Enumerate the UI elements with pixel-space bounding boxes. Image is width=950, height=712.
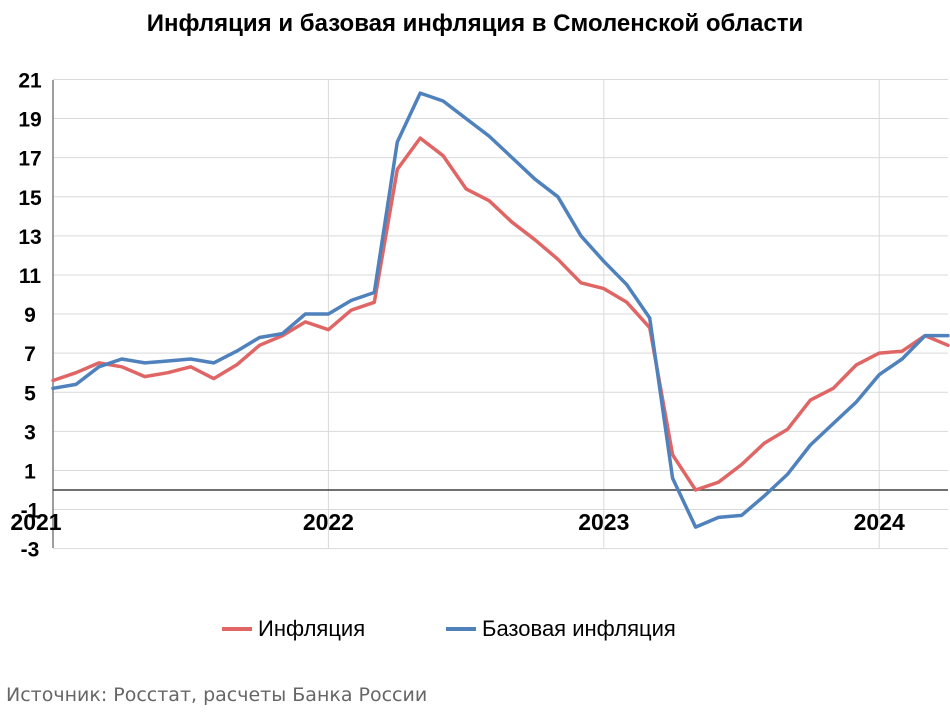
y-tick-label: 13 [18,226,41,249]
series-line-inflation [51,136,950,492]
axes [52,80,948,548]
legend-label-inflation: Инфляция [258,616,366,641]
legend-label-core-inflation: Базовая инфляция [482,616,676,641]
y-tick-label: 19 [18,109,41,132]
x-tick-label: 2023 [578,509,629,535]
y-axis-ticks: 21 19 17 15 13 11 9 7 5 3 1 -1 -3 [18,69,42,561]
legend-swatch-core-inflation [446,627,476,631]
y-tick-label: 15 [18,187,42,210]
legend: Инфляция Базовая инфляция [0,616,950,646]
x-tick-label: 2024 [854,509,905,535]
y-tick-label: 17 [18,148,41,171]
x-axis-ticks: 2021 2022 2023 2024 [10,509,905,535]
legend-swatch-inflation [222,627,252,631]
y-tick-label: 11 [19,265,42,288]
x-tick-label: 2022 [303,509,354,535]
chart-title: Инфляция и базовая инфляция в Смоленской… [146,10,804,37]
source-note: Источник: Росстат, расчеты Банка России [6,684,428,706]
series [51,91,950,529]
legend-item-inflation: Инфляция [222,616,365,642]
y-tick-label: 21 [18,69,42,92]
y-tick-label: 3 [24,421,36,444]
y-tick-label: 1 [24,460,36,483]
y-tick-label: 5 [24,382,36,405]
y-tick-label: 7 [24,343,36,366]
y-tick-label: -3 [21,539,40,562]
grid [53,78,948,550]
y-tick-label: 9 [24,304,36,327]
legend-item-core-inflation: Базовая инфляция [446,616,676,642]
series-line-core-inflation [51,91,950,529]
y-tick-label: -1 [21,500,40,523]
x-tick-label: 2021 [10,509,61,535]
